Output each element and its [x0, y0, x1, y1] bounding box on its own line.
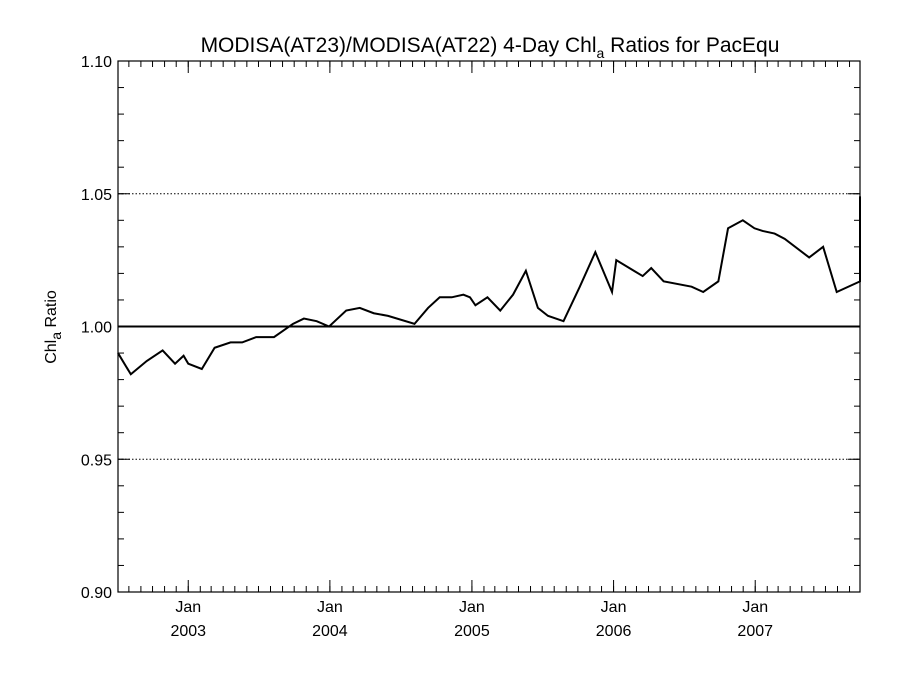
data-point: [373, 312, 375, 314]
y-axis-label-subscript: a: [48, 332, 64, 340]
data-point: [214, 347, 216, 349]
x-tick-label-year: 2007: [737, 623, 773, 640]
data-point: [255, 336, 257, 338]
data-point: [387, 315, 389, 317]
data-point: [241, 341, 243, 344]
data-point: [345, 309, 347, 312]
y-tick-label: 1.05: [81, 187, 112, 204]
data-point: [146, 360, 148, 362]
data-point: [642, 275, 644, 277]
y-tick-labels: 0.90 0.95 1.00 1.05 1.10: [81, 54, 112, 602]
data-point: [702, 291, 704, 293]
data-point: [469, 296, 471, 298]
chart-title-subscript: a: [597, 45, 605, 61]
data-point: [761, 230, 764, 232]
data-point: [292, 323, 294, 325]
data-point: [727, 227, 729, 229]
y-tick-label: 0.95: [81, 452, 112, 469]
series-line: [117, 196, 861, 376]
data-point: [525, 270, 527, 272]
data-point: [130, 373, 132, 375]
y-axis-label-main: Chl: [43, 340, 60, 364]
data-point: [742, 219, 744, 221]
data-point: [359, 307, 361, 309]
data-point: [537, 307, 539, 309]
y-tick-label: 1.10: [81, 54, 112, 71]
data-point: [774, 232, 776, 235]
data-point: [462, 294, 464, 296]
data-point: [273, 336, 275, 338]
x-tick-label-year: 2005: [454, 623, 490, 640]
plot-frame: [117, 60, 861, 593]
chart-title: MODISA(AT23)/MODISA(AT22) 4-Day Chla Rat…: [201, 34, 780, 61]
data-point: [579, 286, 581, 288]
x-tick-labels: Jan 2003 Jan 2004 Jan 2005 Jan 2006 Jan 2007: [170, 599, 773, 640]
data-point: [328, 325, 330, 328]
x-tick-label-month: Jan: [459, 599, 485, 616]
data-point: [427, 307, 429, 309]
data-point: [439, 296, 441, 298]
y-tick-label: 0.90: [81, 585, 112, 602]
y-axis-label-suffix: Ratio: [43, 290, 60, 332]
data-point: [303, 317, 305, 320]
x-tick-label-month: Jan: [175, 599, 201, 616]
data-point: [650, 267, 652, 269]
data-point: [486, 296, 489, 298]
x-tick-label-month: Jan: [601, 599, 627, 616]
gridlines: [118, 60, 860, 460]
x-tick-label-year: 2003: [170, 623, 206, 640]
data-point: [690, 286, 693, 288]
x-tick-label-year: 2006: [596, 623, 632, 640]
y-tick-label: 1.00: [81, 320, 112, 337]
data-point: [174, 363, 176, 365]
data-point: [229, 341, 232, 344]
data-point: [836, 291, 838, 293]
y-axis-label: Chla Ratio: [43, 290, 64, 364]
data-point: [512, 294, 514, 296]
data-point: [822, 246, 824, 248]
x-tick-label-year: 2004: [312, 623, 348, 640]
data-point: [562, 320, 565, 322]
data-point: [784, 238, 786, 240]
chart-title-prefix: MODISA(AT23)/MODISA(AT22) 4-Day Chl: [201, 34, 597, 57]
x-tick-label-month: Jan: [317, 599, 343, 616]
data-point: [201, 368, 203, 370]
data-point: [615, 259, 617, 261]
data-point: [594, 251, 596, 253]
data-point: [753, 227, 756, 229]
data-point: [611, 291, 613, 293]
data-point: [717, 280, 719, 282]
data-point: [547, 315, 549, 317]
data-point: [413, 323, 416, 325]
x-tick-label-month: Jan: [742, 599, 768, 616]
chart-title-suffix: Ratios for PacEqu: [604, 34, 779, 57]
data-point: [451, 296, 453, 298]
data-points: [117, 219, 861, 375]
data-point: [162, 349, 164, 351]
data-point: [474, 304, 477, 306]
data-point: [182, 355, 185, 357]
data-point: [499, 309, 501, 312]
data-point: [663, 280, 665, 282]
data-point: [808, 256, 810, 259]
data-point: [187, 363, 189, 365]
data-point: [316, 320, 318, 322]
